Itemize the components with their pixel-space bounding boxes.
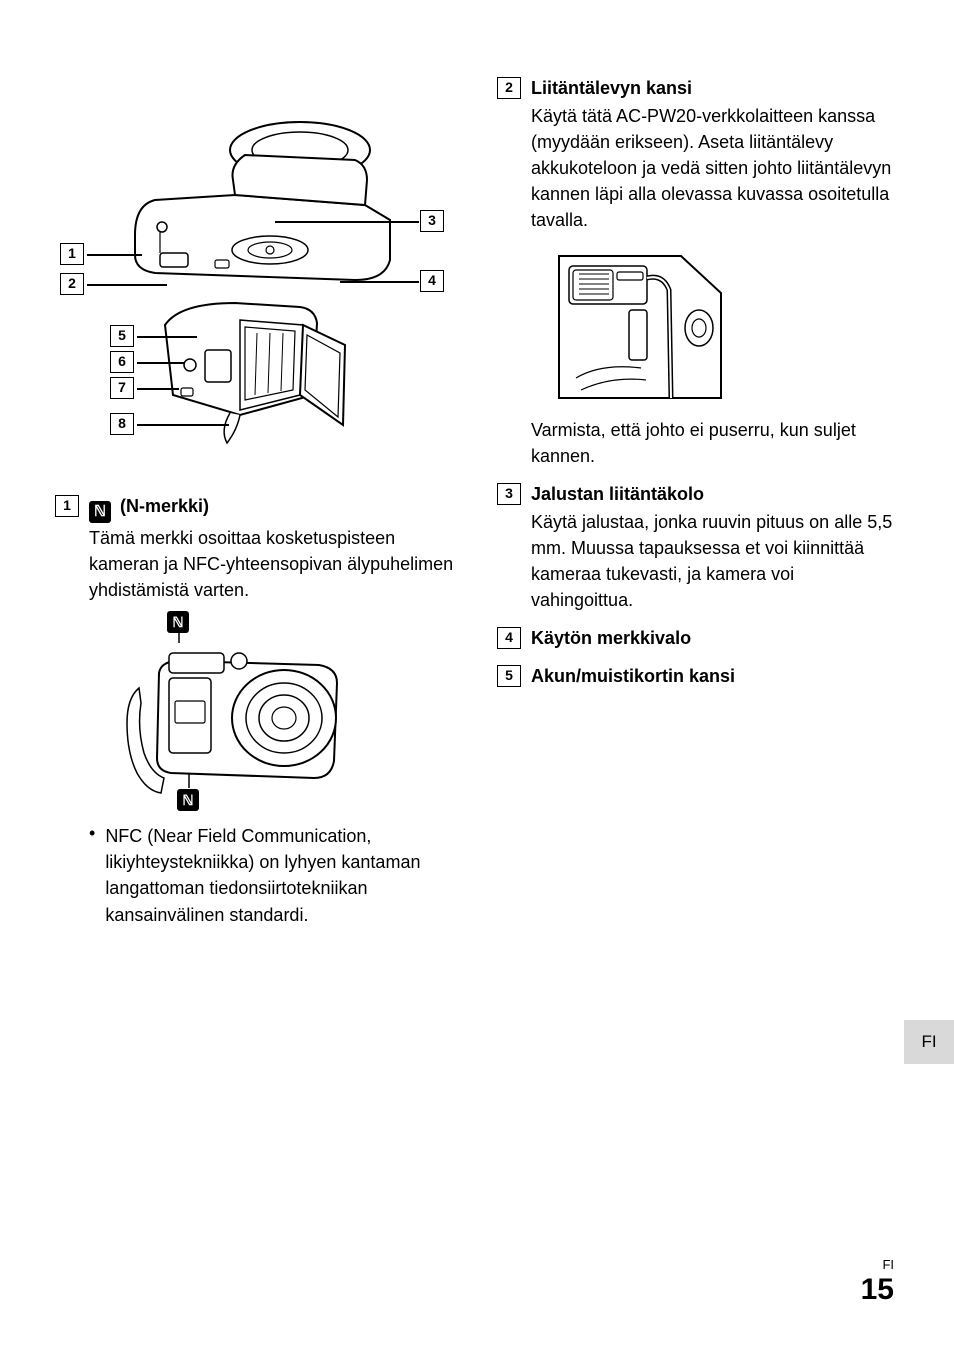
camera-compartment-illustration	[145, 295, 355, 475]
callout-8: 8	[110, 413, 134, 435]
item-2-title: Liitäntälevyn kansi	[531, 78, 692, 98]
item-2: 2 Liitäntälevyn kansi Käytä tätä AC-PW20…	[497, 75, 899, 469]
footer-page-number: 15	[861, 1275, 894, 1305]
item-1-bullet-text: NFC (Near Field Communication, likiyhtey…	[105, 823, 457, 927]
item-3: 3 Jalustan liitäntäkolo Käytä jalustaa, …	[497, 481, 899, 613]
item-3-num: 3	[497, 483, 521, 505]
item-3-desc: Käytä jalustaa, jonka ruuvin pituus on a…	[531, 509, 899, 613]
item-1: 1 ℕ (N-merkki) Tämä merkki osoittaa kosk…	[55, 493, 457, 928]
item-5-title: Akun/muistikortin kansi	[531, 666, 735, 686]
language-side-tab: FI	[904, 1020, 954, 1064]
callout-5: 5	[110, 325, 134, 347]
item-1-desc: Tämä merkki osoittaa kosketuspisteen kam…	[89, 525, 457, 603]
callout-4: 4	[420, 270, 444, 292]
item-1-title: (N-merkki)	[120, 496, 209, 516]
nfc-tag-top: ℕ	[167, 611, 189, 633]
item-2-desc: Käytä tätä AC-PW20-verkkolaitteen kanssa…	[531, 103, 899, 233]
left-column: 1 2 3 4 5 6 7 8 1 ℕ (N-merkki)	[55, 75, 457, 934]
item-2-num: 2	[497, 77, 521, 99]
item-3-title: Jalustan liitäntäkolo	[531, 484, 704, 504]
camera-bottom-illustration	[115, 105, 405, 285]
item-5-num: 5	[497, 665, 521, 687]
callout-1: 1	[60, 243, 84, 265]
right-column: 2 Liitäntälevyn kansi Käytä tätä AC-PW20…	[497, 75, 899, 934]
callout-6: 6	[110, 351, 134, 373]
callout-7: 7	[110, 377, 134, 399]
item-2-note: Varmista, että johto ei puserru, kun sul…	[531, 417, 899, 469]
item-4-title: Käytön merkkivalo	[531, 628, 691, 648]
bullet-dot-icon: •	[89, 823, 95, 927]
nfc-icon: ℕ	[89, 501, 111, 523]
page-footer: FI 15	[861, 1256, 894, 1305]
callout-2: 2	[60, 273, 84, 295]
item-1-bullet: • NFC (Near Field Communication, likiyht…	[89, 823, 457, 927]
nfc-tag-bottom: ℕ	[177, 789, 199, 811]
item-5: 5 Akun/muistikortin kansi	[497, 663, 899, 689]
item-1-num: 1	[55, 495, 79, 517]
nfc-camera-illustration: ℕ ℕ	[109, 613, 369, 813]
camera-diagram: 1 2 3 4 5 6 7 8	[55, 75, 457, 475]
callout-3: 3	[420, 210, 444, 232]
item-4: 4 Käytön merkkivalo	[497, 625, 899, 651]
connector-illustration	[551, 248, 731, 403]
item-4-num: 4	[497, 627, 521, 649]
